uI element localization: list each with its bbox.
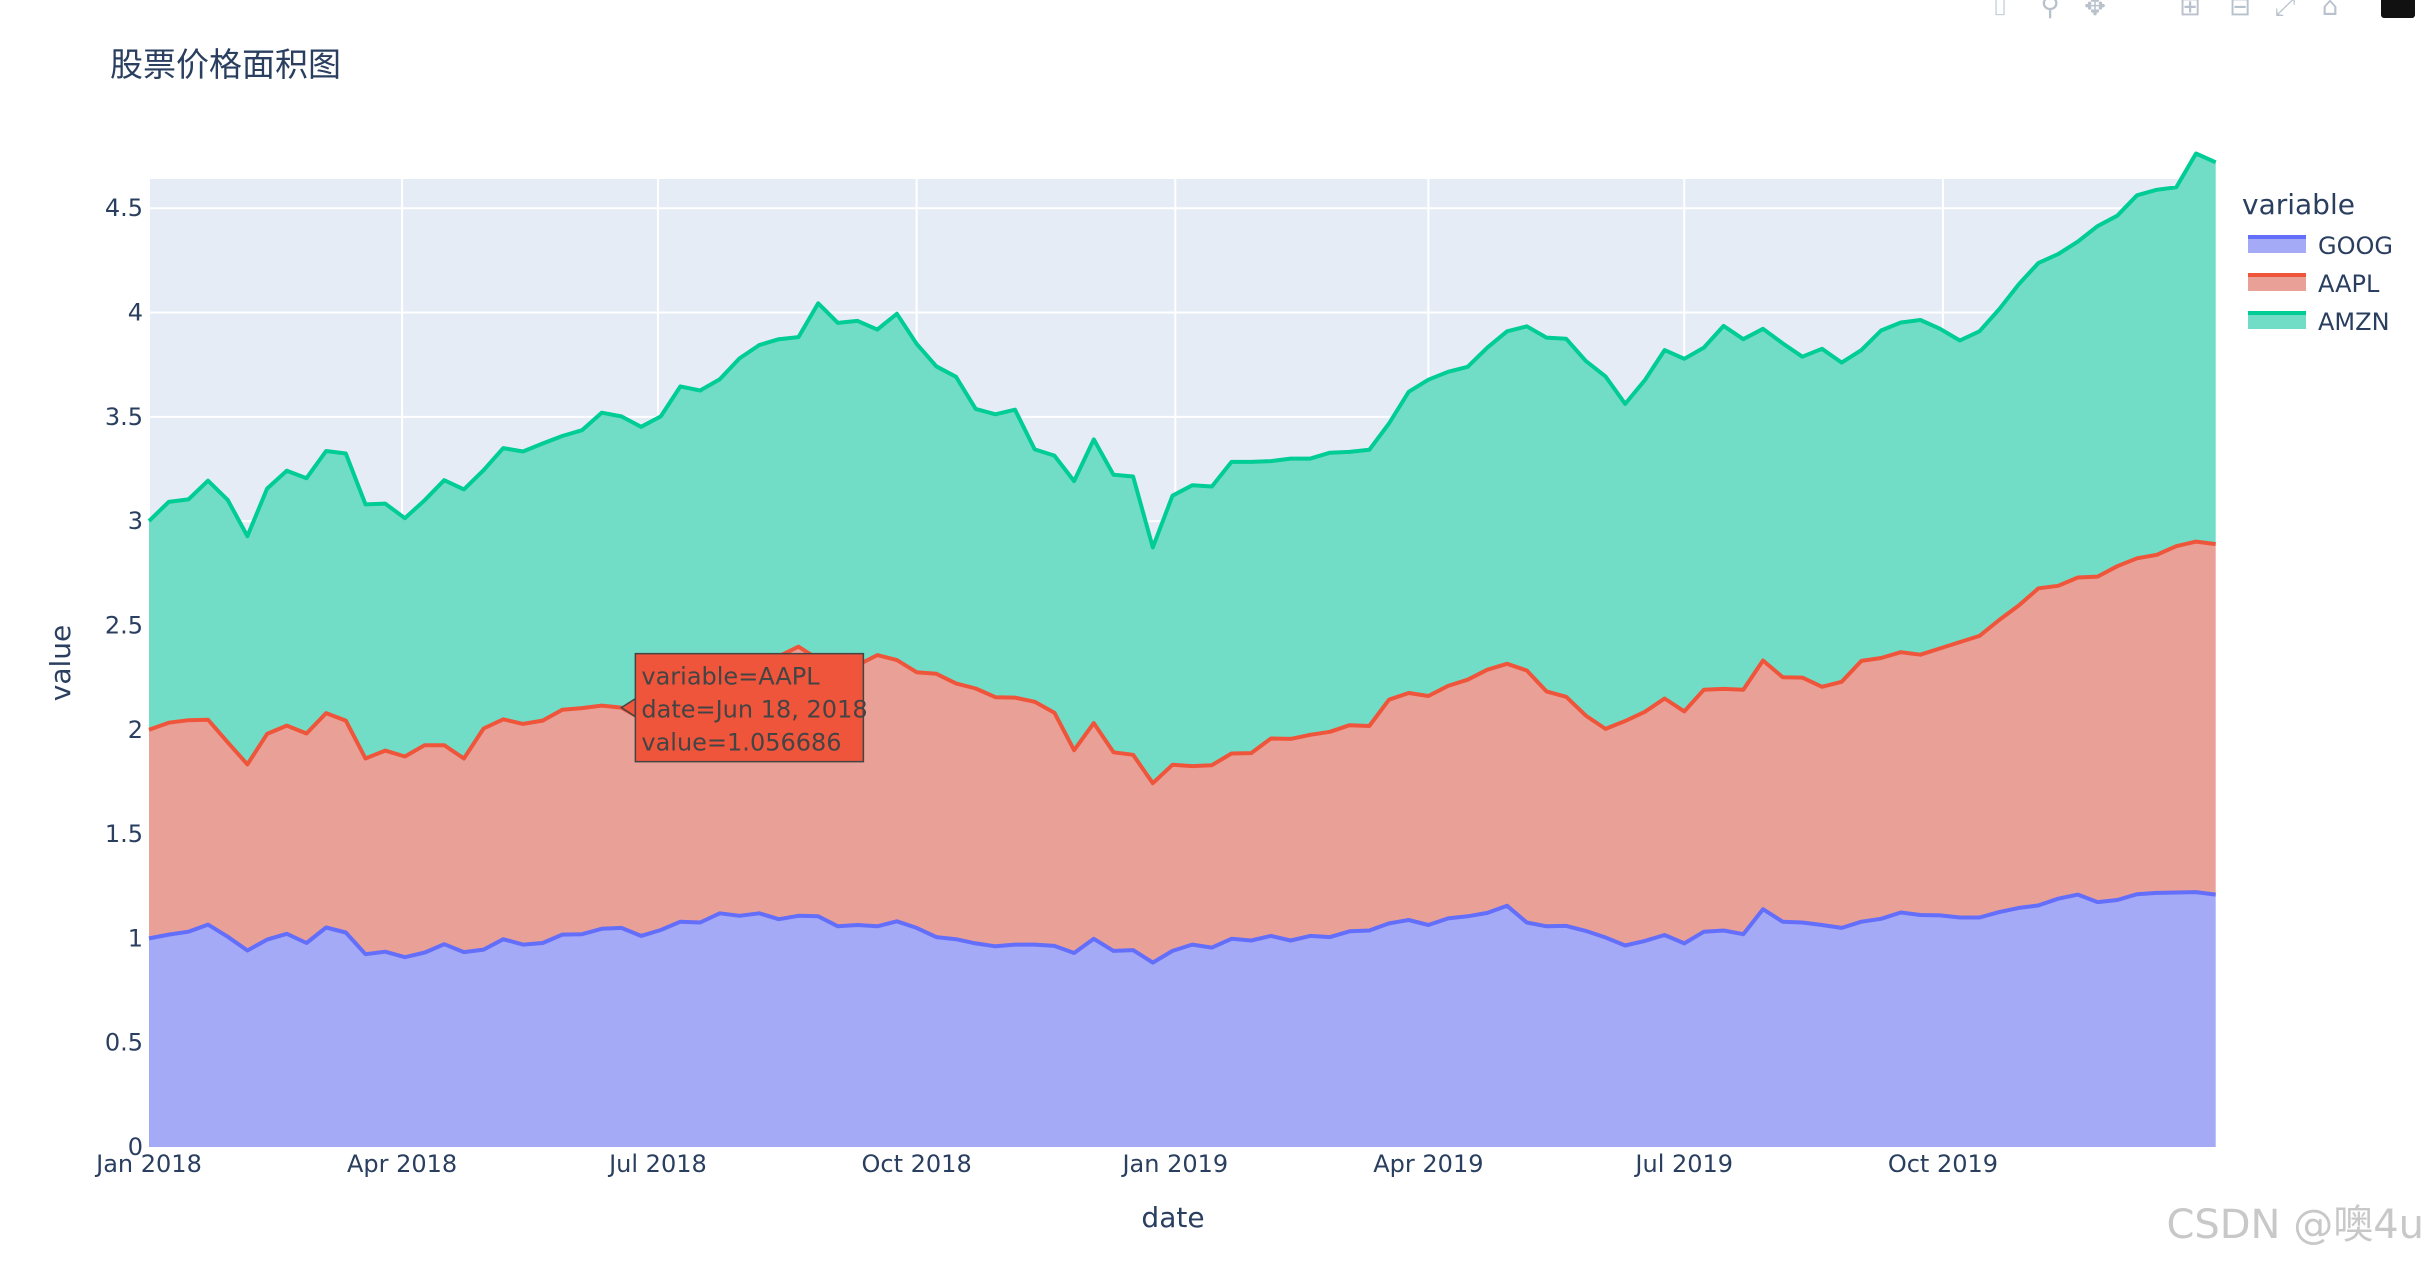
x-tick-label: Oct 2019 [1888, 1150, 1998, 1178]
y-tick-label: 4 [128, 299, 143, 327]
x-tick-label: Jan 2019 [1120, 1150, 1228, 1178]
y-tick-label: 4.5 [105, 194, 143, 222]
pan-icon[interactable]: ✥ [2084, 0, 2106, 22]
amzn-area [149, 153, 2216, 784]
zoom-icon[interactable]: ⚲ [2040, 0, 2060, 22]
series-lines [147, 151, 2217, 965]
y-tick-label: 3.5 [105, 403, 143, 431]
stacked-areas [149, 153, 2216, 1147]
legend-item-aapl[interactable]: AAPL [2248, 270, 2380, 298]
zoom-out-icon[interactable]: ⊟ [2229, 0, 2251, 22]
y-tick-label: 2 [128, 716, 143, 744]
legend-item-goog[interactable]: GOOG [2248, 232, 2393, 260]
goog-line[interactable] [148, 890, 2216, 965]
legend-swatch [2248, 275, 2306, 291]
plotly-logo-icon[interactable] [2381, 0, 2415, 18]
tooltip-line: variable=AAPL [641, 663, 820, 691]
y-tick-labels: 0 0.5 1 1.5 2 2.5 3 3.5 4 4.5 [105, 194, 143, 1161]
x-axis-label: date [1141, 1201, 1204, 1234]
zoom-in-icon[interactable]: ⊞ [2179, 0, 2201, 22]
legend-item-amzn[interactable]: AMZN [2248, 308, 2390, 336]
home-icon[interactable]: ⌂ [2321, 0, 2339, 22]
x-tick-label: Jul 2019 [1633, 1150, 1733, 1178]
legend-label: GOOG [2318, 232, 2393, 260]
goog-area [149, 892, 2216, 1147]
y-tick-label: 2.5 [105, 611, 143, 639]
legend-label: AAPL [2318, 270, 2380, 298]
chart-title: 股票价格面积图 [110, 45, 341, 84]
x-tick-label: Jul 2018 [607, 1150, 707, 1178]
camera-icon[interactable]: ⌷ [1992, 0, 2008, 22]
tooltip-line: date=Jun 18, 2018 [641, 696, 867, 724]
y-tick-label: 0.5 [105, 1029, 143, 1057]
tooltip-line: value=1.056686 [641, 729, 841, 757]
legend-label: AMZN [2318, 308, 2390, 336]
watermark: CSDN @噢4u [2166, 1202, 2424, 1248]
y-tick-label: 1 [128, 924, 143, 952]
y-tick-label: 1.5 [105, 820, 143, 848]
amzn-line[interactable] [147, 151, 2217, 550]
aapl-area [149, 541, 2216, 963]
x-tick-label: Apr 2018 [347, 1150, 457, 1178]
modebar: ⌷ ⚲ ✥ ⊞ ⊟ ⤢ ⌂ [1985, 0, 2432, 28]
y-tick-label: 0 [128, 1133, 143, 1161]
y-tick-label: 3 [128, 507, 143, 535]
y-axis-label: value [44, 625, 77, 701]
x-tick-label: Apr 2019 [1373, 1150, 1483, 1178]
tooltip-box [634, 652, 865, 763]
x-tick-label: Jan 2018 [94, 1150, 202, 1178]
legend-swatch [2248, 237, 2306, 253]
legend: variable GOOG AAPL AMZN [2242, 188, 2393, 336]
legend-title: variable [2242, 188, 2355, 221]
x-tick-label: Oct 2018 [862, 1150, 972, 1178]
x-tick-labels: Jan 2018 Apr 2018 Jul 2018 Oct 2018 Jan 2019… [94, 1150, 1998, 1178]
legend-swatch [2248, 313, 2306, 329]
hover-tooltip: variable=AAPL date=Jun 18, 2018 value=1.05… [619, 652, 868, 763]
autoscale-icon[interactable]: ⤢ [2274, 0, 2296, 22]
aapl-line[interactable] [148, 539, 2216, 786]
